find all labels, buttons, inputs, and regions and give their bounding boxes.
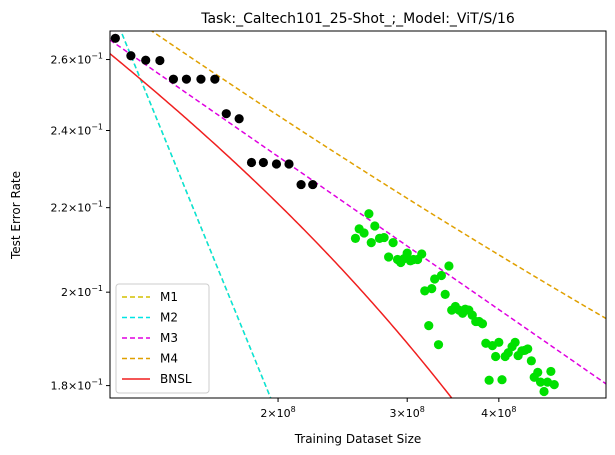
test-point [436, 270, 446, 281]
y-tick-label: 2.4×10−1 [50, 123, 103, 138]
fit-point [284, 159, 294, 169]
data-points [110, 33, 559, 397]
test-point [549, 380, 559, 390]
fit-point [221, 109, 231, 119]
y-tick-label: 2.2×10−1 [50, 200, 103, 215]
test-point [384, 252, 394, 262]
y-axis-label: Test Error Rate [9, 171, 23, 260]
fit-point [258, 157, 268, 168]
legend-frame [115, 283, 210, 394]
test-point [510, 337, 520, 347]
test-point [420, 286, 430, 296]
test-point [424, 321, 434, 331]
test-point [433, 340, 444, 350]
fit-point [196, 74, 206, 84]
chart-title: Task:_Caltech101_25-Shot_;_Model:_ViT/S/… [200, 11, 515, 27]
test-point [477, 319, 488, 329]
fit-point [181, 74, 192, 84]
test-point [350, 233, 361, 244]
legend-label-m2: M2 [160, 311, 178, 325]
curve-m4 [150, 31, 606, 320]
test-point [535, 377, 546, 387]
test-point [379, 232, 389, 243]
fit-point [308, 179, 318, 190]
test-point [484, 375, 494, 385]
test-point [526, 356, 536, 366]
test-point [440, 289, 450, 299]
test-point [430, 274, 440, 284]
test-point [491, 351, 501, 362]
test-point [417, 249, 427, 259]
curve-m3 [110, 39, 606, 385]
legend-label-bnsl: BNSL [160, 372, 192, 386]
test-point [370, 221, 380, 231]
test-point [497, 375, 507, 385]
x-axis-label: Training Dataset Size [294, 432, 422, 446]
fit-point [210, 74, 220, 84]
test-point [364, 209, 374, 219]
legend-label-m3: M3 [160, 331, 178, 345]
x-tick-label: 3×108 [390, 405, 425, 420]
x-tick-label: 2×108 [260, 405, 295, 420]
fit-curves [110, 31, 606, 398]
fit-point [234, 114, 244, 124]
curve-m2 [120, 31, 272, 398]
test-point [402, 248, 412, 258]
fit-point [126, 51, 136, 61]
curve-bnsl [110, 53, 453, 398]
test-point [388, 238, 398, 248]
legend: M1 M2 M3 M4 BNSL [115, 283, 210, 394]
fit-point [110, 33, 120, 43]
test-point [533, 367, 543, 377]
y-tick-label: 2.6×10−1 [50, 52, 103, 67]
test-point [359, 228, 369, 238]
test-point [444, 261, 454, 271]
fit-point [296, 179, 306, 190]
test-point [427, 284, 437, 294]
y-tick-label: 1.8×10−1 [50, 378, 103, 393]
test-point [523, 344, 533, 354]
fit-point [155, 55, 165, 66]
fit-point [271, 159, 282, 169]
test-point [539, 386, 549, 397]
fit-point [141, 55, 151, 65]
test-point [366, 238, 376, 248]
x-tick-label: 4×108 [481, 405, 516, 420]
legend-label-m4: M4 [160, 352, 178, 366]
plot-frame [109, 30, 607, 399]
test-point [546, 366, 556, 377]
fit-point [168, 74, 179, 84]
fit-point [246, 157, 257, 168]
x-axis-ticks: 2×108 3×108 4×108 [260, 398, 516, 420]
test-point [494, 337, 504, 347]
legend-label-m1: M1 [160, 290, 178, 304]
